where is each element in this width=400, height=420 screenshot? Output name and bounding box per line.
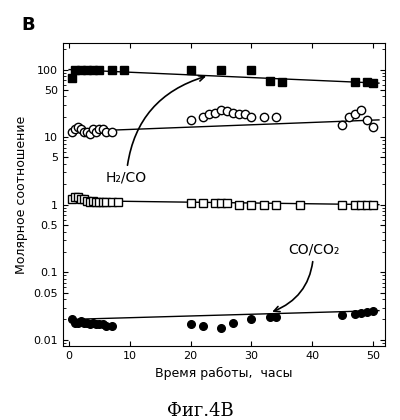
Text: CO/CO₂: CO/CO₂ xyxy=(274,242,339,312)
Text: Фиг.4B: Фиг.4B xyxy=(167,402,233,420)
X-axis label: Время работы,  часы: Время работы, часы xyxy=(155,367,293,380)
Text: B: B xyxy=(21,16,35,34)
Y-axis label: Молярное соотношение: Молярное соотношение xyxy=(15,116,28,273)
Text: H₂/CO: H₂/CO xyxy=(106,76,204,185)
